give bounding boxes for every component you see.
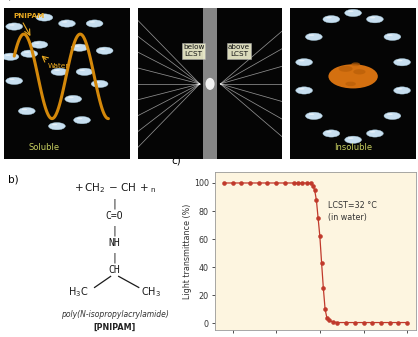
Text: $\mathsf{H_3C}$: $\mathsf{H_3C}$ bbox=[68, 285, 89, 299]
Text: CH: CH bbox=[109, 265, 120, 275]
Ellipse shape bbox=[306, 112, 322, 120]
Ellipse shape bbox=[91, 80, 108, 88]
Ellipse shape bbox=[370, 131, 375, 133]
Ellipse shape bbox=[52, 124, 57, 125]
Ellipse shape bbox=[39, 15, 45, 17]
Ellipse shape bbox=[296, 59, 313, 66]
Text: a): a) bbox=[2, 0, 13, 1]
Ellipse shape bbox=[5, 54, 11, 56]
Ellipse shape bbox=[68, 97, 74, 98]
Ellipse shape bbox=[351, 62, 360, 66]
Text: above
LCST: above LCST bbox=[228, 44, 250, 57]
Bar bbox=[203, 8, 217, 159]
Text: LCST=32 °C
(in water): LCST=32 °C (in water) bbox=[328, 201, 377, 222]
Ellipse shape bbox=[348, 10, 354, 12]
Text: C=O: C=O bbox=[106, 211, 123, 221]
Text: poly(N-isopropylacrylamide): poly(N-isopropylacrylamide) bbox=[61, 310, 168, 319]
Ellipse shape bbox=[31, 41, 48, 48]
Ellipse shape bbox=[367, 130, 383, 137]
Text: below
LCST: below LCST bbox=[183, 44, 204, 57]
Ellipse shape bbox=[62, 21, 67, 23]
Ellipse shape bbox=[394, 87, 410, 94]
Text: b): b) bbox=[8, 175, 19, 185]
Text: Insoluble: Insoluble bbox=[334, 143, 372, 152]
Ellipse shape bbox=[384, 112, 401, 120]
Ellipse shape bbox=[206, 78, 214, 90]
Ellipse shape bbox=[367, 16, 383, 23]
Ellipse shape bbox=[54, 69, 60, 71]
Text: NH: NH bbox=[109, 238, 120, 248]
Ellipse shape bbox=[79, 69, 85, 71]
Text: Water: Water bbox=[48, 63, 69, 69]
Ellipse shape bbox=[306, 33, 322, 40]
Ellipse shape bbox=[96, 47, 113, 54]
Text: $\mathsf{CH_3}$: $\mathsf{CH_3}$ bbox=[141, 285, 161, 299]
Ellipse shape bbox=[48, 123, 65, 130]
Text: c): c) bbox=[171, 155, 181, 165]
Y-axis label: Light transmittance (%): Light transmittance (%) bbox=[184, 203, 192, 299]
Ellipse shape bbox=[308, 113, 314, 115]
Ellipse shape bbox=[9, 24, 15, 26]
Ellipse shape bbox=[36, 14, 53, 21]
Ellipse shape bbox=[34, 42, 40, 44]
Ellipse shape bbox=[77, 118, 82, 119]
Ellipse shape bbox=[296, 87, 313, 94]
Ellipse shape bbox=[6, 77, 23, 85]
Ellipse shape bbox=[308, 34, 314, 36]
Text: |: | bbox=[112, 252, 117, 263]
Ellipse shape bbox=[370, 17, 375, 19]
Bar bbox=[4, 8, 130, 159]
Text: PNIPAM: PNIPAM bbox=[13, 13, 44, 19]
Ellipse shape bbox=[21, 50, 38, 57]
Ellipse shape bbox=[397, 60, 403, 61]
Ellipse shape bbox=[348, 137, 354, 139]
Ellipse shape bbox=[65, 95, 82, 103]
Ellipse shape bbox=[18, 108, 35, 115]
Ellipse shape bbox=[99, 48, 105, 50]
Ellipse shape bbox=[387, 34, 393, 36]
Ellipse shape bbox=[345, 82, 356, 86]
Bar bbox=[291, 8, 416, 159]
Ellipse shape bbox=[86, 20, 103, 27]
Ellipse shape bbox=[74, 45, 80, 47]
Ellipse shape bbox=[329, 64, 378, 88]
Ellipse shape bbox=[384, 33, 401, 40]
Ellipse shape bbox=[2, 53, 19, 60]
Ellipse shape bbox=[51, 68, 68, 75]
Ellipse shape bbox=[397, 88, 403, 90]
Ellipse shape bbox=[76, 68, 93, 75]
Ellipse shape bbox=[353, 69, 365, 74]
Ellipse shape bbox=[89, 21, 95, 23]
Ellipse shape bbox=[299, 88, 305, 90]
Text: |: | bbox=[112, 225, 117, 236]
Ellipse shape bbox=[345, 136, 362, 143]
Ellipse shape bbox=[71, 44, 88, 51]
Ellipse shape bbox=[24, 51, 30, 53]
Ellipse shape bbox=[326, 17, 332, 19]
Ellipse shape bbox=[9, 79, 15, 80]
Ellipse shape bbox=[59, 20, 75, 27]
Ellipse shape bbox=[345, 9, 362, 17]
Ellipse shape bbox=[94, 82, 100, 83]
Bar bbox=[138, 8, 282, 159]
Ellipse shape bbox=[323, 130, 340, 137]
Ellipse shape bbox=[22, 109, 27, 110]
Ellipse shape bbox=[326, 131, 332, 133]
Text: |: | bbox=[112, 198, 117, 209]
Ellipse shape bbox=[299, 60, 305, 61]
Ellipse shape bbox=[394, 59, 410, 66]
Ellipse shape bbox=[6, 23, 23, 30]
Ellipse shape bbox=[339, 66, 353, 72]
Text: Soluble: Soluble bbox=[29, 143, 60, 152]
Text: $\mathsf{+\,CH_2\,-\,CH\,+_n}$: $\mathsf{+\,CH_2\,-\,CH\,+_n}$ bbox=[74, 181, 155, 194]
Ellipse shape bbox=[74, 117, 90, 124]
Ellipse shape bbox=[323, 16, 340, 23]
Ellipse shape bbox=[387, 113, 393, 115]
Text: [PNIPAM]: [PNIPAM] bbox=[94, 323, 136, 332]
